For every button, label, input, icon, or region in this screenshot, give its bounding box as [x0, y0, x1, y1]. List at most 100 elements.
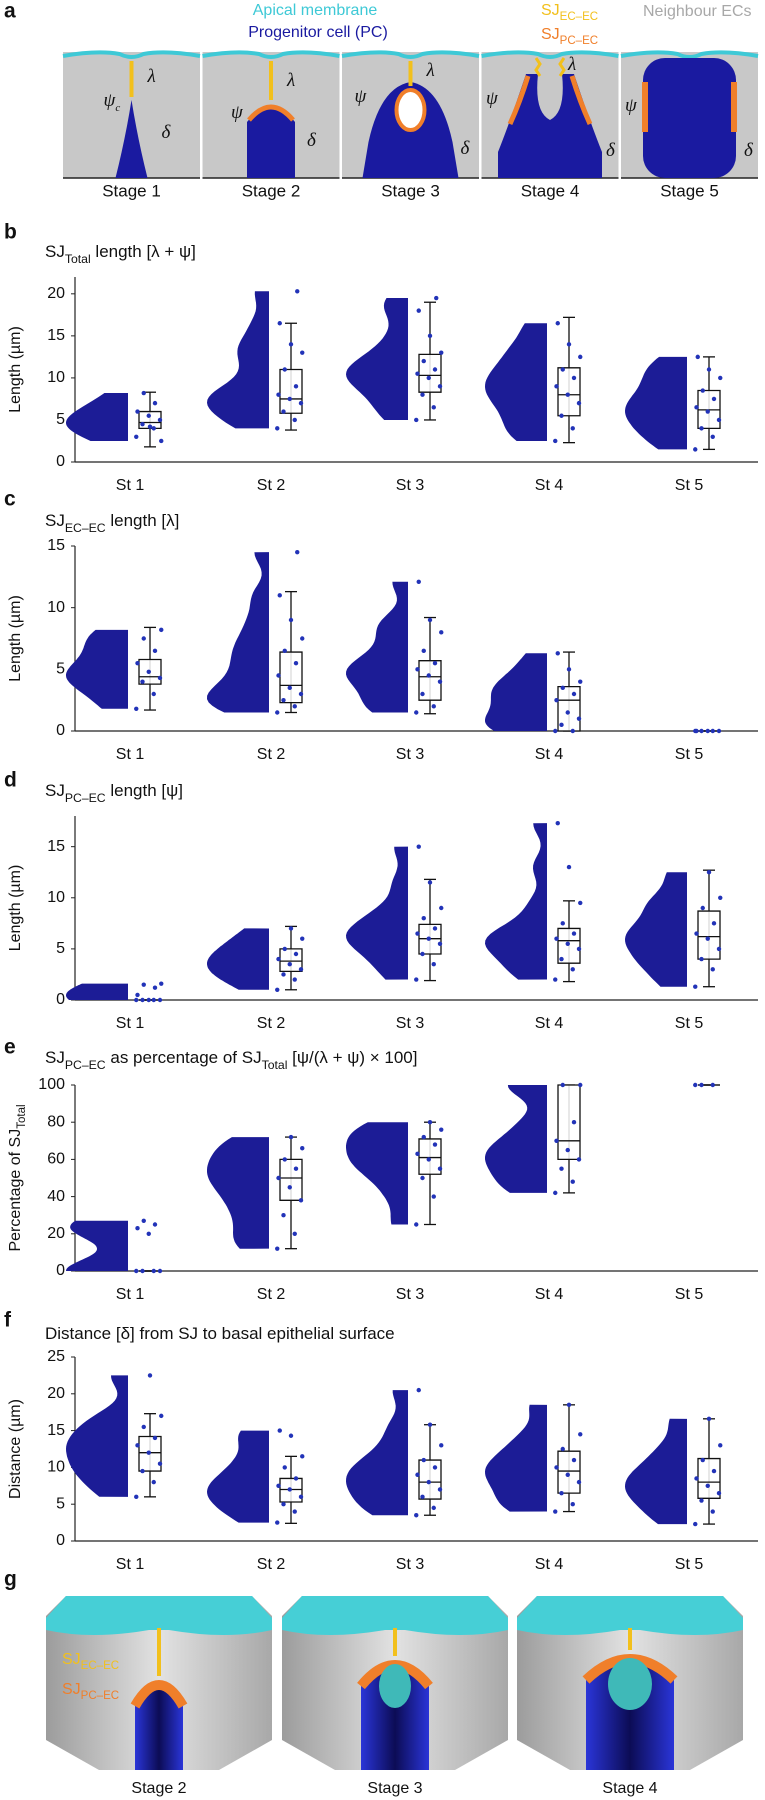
data-point — [282, 648, 287, 654]
y-axis-label: Length (µm) — [7, 595, 24, 682]
data-point — [716, 946, 722, 952]
data-point — [565, 392, 570, 397]
data-point — [427, 880, 433, 885]
data-point — [295, 549, 300, 555]
symbol: λ — [286, 70, 295, 91]
data-point — [555, 651, 560, 656]
data-point — [699, 1498, 704, 1503]
data-point — [571, 691, 577, 697]
data-point — [288, 342, 294, 347]
data-point — [554, 1138, 559, 1144]
panel-letter: e — [4, 1036, 16, 1059]
data-point — [437, 1487, 443, 1492]
data-point — [693, 1521, 698, 1527]
data-point — [276, 673, 281, 678]
chart-title-part: as percentage of SJ — [106, 1048, 262, 1067]
data-point — [421, 1457, 426, 1463]
data-point — [426, 1479, 431, 1485]
x-tick-label: St 4 — [535, 1556, 564, 1573]
data-point — [694, 931, 699, 936]
y-tick-label: 10 — [47, 599, 65, 616]
data-point — [281, 972, 286, 977]
pc-shape — [643, 58, 736, 178]
data-point — [439, 905, 444, 911]
data-point — [281, 1502, 286, 1507]
data-point — [152, 648, 158, 654]
data-point — [277, 321, 282, 326]
data-point — [293, 951, 299, 957]
data-point — [281, 1213, 286, 1218]
y-axis-label-part: Length (µm) — [7, 326, 24, 413]
data-point — [288, 1433, 294, 1438]
apical-membrane — [62, 50, 201, 59]
legend-label-part: PC–EC — [560, 35, 598, 47]
data-point — [298, 967, 304, 972]
y-tick-label: 20 — [47, 285, 65, 302]
y-axis-label-part: Length (µm) — [7, 595, 24, 682]
violin — [346, 581, 408, 713]
chart-title: SJEC–EC length [λ] — [45, 511, 179, 535]
data-point — [292, 704, 297, 709]
data-point — [293, 384, 299, 389]
data-point — [570, 1502, 575, 1507]
data-point — [416, 308, 421, 313]
x-tick-label: St 2 — [257, 1015, 286, 1032]
data-point — [431, 704, 436, 709]
data-point — [292, 417, 297, 423]
data-point — [277, 593, 282, 598]
sj-pc — [130, 1680, 188, 1709]
lumen — [379, 1664, 411, 1708]
data-point — [694, 405, 699, 410]
chart-title-part: PC–EC — [65, 791, 106, 805]
sj-label-part: PC–EC — [81, 1690, 119, 1702]
data-point — [151, 1268, 156, 1274]
legend-label-part: SJ — [541, 26, 560, 43]
data-point — [287, 1487, 292, 1492]
violin — [485, 1085, 547, 1193]
box — [279, 651, 303, 704]
data-point — [288, 926, 294, 931]
symbol-char: ψ — [104, 90, 117, 111]
data-point — [710, 728, 715, 734]
symbol-char: δ — [744, 140, 754, 161]
data-point — [699, 1082, 704, 1088]
data-point — [576, 400, 582, 406]
data-point — [578, 679, 583, 684]
x-tick-label: St 2 — [257, 1556, 286, 1573]
data-point — [432, 660, 438, 666]
chart-title: SJTotal length [λ + ψ] — [45, 242, 196, 266]
y-tick-label: 15 — [47, 838, 65, 855]
data-point — [140, 421, 145, 427]
box — [418, 1459, 442, 1500]
data-point — [437, 679, 443, 684]
violin — [485, 1404, 547, 1512]
panel-letter: c — [4, 488, 16, 511]
violin — [485, 823, 547, 980]
y-tick-label: 5 — [56, 661, 65, 678]
lumen — [608, 1658, 652, 1710]
data-point — [275, 1520, 280, 1525]
data-point — [416, 844, 421, 849]
data-point — [135, 409, 140, 414]
data-point — [570, 426, 575, 431]
data-point — [554, 697, 559, 703]
data-point — [146, 669, 151, 674]
apical-layer — [282, 1596, 508, 1635]
data-point — [141, 1424, 146, 1430]
panel-letter: a — [4, 0, 16, 23]
data-point — [420, 691, 425, 697]
symbol: δ — [162, 122, 172, 143]
stage-label: Stage 3 — [367, 1780, 422, 1797]
data-point — [716, 417, 722, 423]
data-point — [427, 1120, 433, 1125]
data-point — [275, 1246, 280, 1251]
data-point — [146, 1231, 151, 1237]
symbol: ψ — [625, 95, 638, 116]
data-point — [298, 1494, 304, 1500]
symbol-char: λ — [567, 54, 576, 75]
data-point — [553, 1509, 558, 1514]
box — [418, 660, 442, 701]
data-point — [431, 962, 436, 967]
data-point — [716, 1490, 722, 1496]
data-point — [426, 673, 431, 678]
